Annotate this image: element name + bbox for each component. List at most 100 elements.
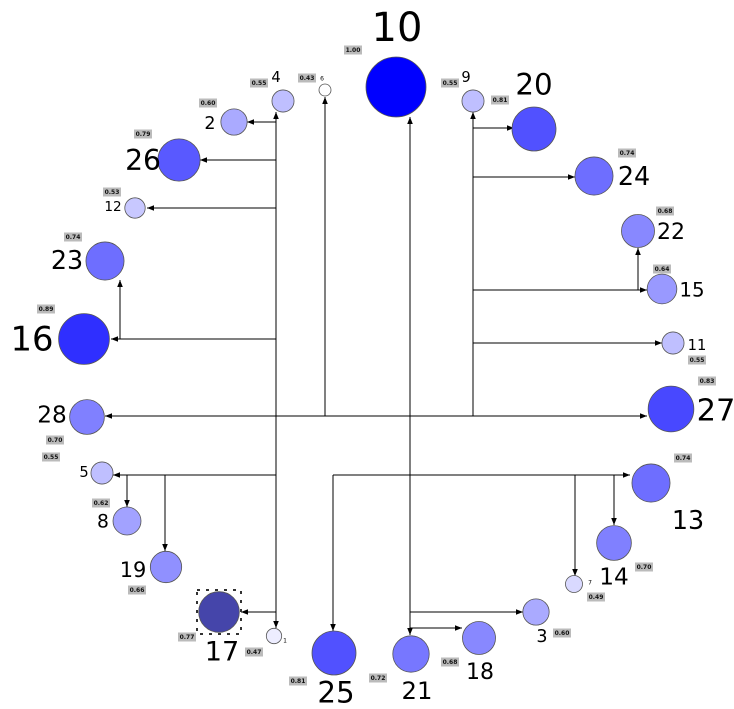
node[interactable] — [265, 627, 283, 645]
score-tag — [674, 453, 692, 463]
node-score: 0.68 — [658, 208, 673, 215]
selection-handles — [196, 589, 242, 635]
node[interactable] — [574, 156, 614, 196]
node-label: 28 — [37, 402, 67, 429]
node-label: 22 — [657, 220, 685, 245]
node[interactable] — [311, 630, 357, 676]
node-score: 0.81 — [291, 678, 306, 685]
score-tag — [250, 78, 268, 88]
node-label: 5 — [79, 464, 88, 481]
node[interactable] — [461, 89, 485, 113]
node-label: 9 — [461, 69, 470, 86]
edges — [105, 97, 662, 635]
node-label: 19 — [120, 558, 147, 582]
node[interactable] — [124, 197, 146, 219]
node[interactable] — [661, 331, 685, 355]
node-score: 0.68 — [443, 659, 458, 666]
node-score: 1.00 — [346, 47, 361, 54]
node[interactable] — [631, 463, 671, 503]
score-tag — [441, 657, 459, 667]
node[interactable] — [647, 385, 695, 433]
score-tag — [46, 435, 64, 445]
score-tag — [245, 647, 263, 657]
node-score: 0.60 — [201, 100, 216, 107]
node-label: 8 — [97, 512, 109, 533]
node-label: 1 — [283, 638, 287, 645]
score-tag — [635, 562, 653, 572]
node-label: 10 — [372, 5, 423, 51]
node[interactable] — [511, 106, 557, 152]
score-tag — [103, 187, 121, 197]
score-tag — [688, 355, 706, 365]
node-score: 0.55 — [252, 80, 267, 87]
score-tag — [37, 304, 55, 314]
node[interactable] — [621, 214, 655, 248]
node-score: 0.70 — [48, 437, 63, 444]
node-score: 0.49 — [589, 594, 604, 601]
node[interactable] — [522, 598, 550, 626]
node-score: 0.47 — [247, 649, 262, 656]
node[interactable] — [271, 89, 295, 113]
node-score: 0.43 — [300, 75, 315, 82]
node[interactable] — [85, 241, 125, 281]
score-tag — [553, 628, 571, 638]
node-label: 13 — [672, 505, 704, 535]
node-score: 0.64 — [655, 266, 670, 273]
node[interactable] — [198, 591, 240, 633]
node-label: 2 — [204, 114, 215, 134]
node-label: 24 — [618, 161, 650, 191]
node[interactable] — [149, 550, 183, 584]
node-score: 0.55 — [44, 454, 59, 461]
score-tag — [656, 206, 674, 216]
node-label: 11 — [688, 337, 707, 354]
score-tag — [178, 632, 196, 642]
score-tag — [199, 98, 217, 108]
score-tag — [128, 585, 146, 595]
node[interactable] — [69, 399, 105, 435]
score-tag — [369, 673, 387, 683]
node-score: 0.53 — [105, 189, 120, 196]
node[interactable] — [90, 461, 114, 485]
node-score: 0.72 — [371, 675, 386, 682]
score-tag — [491, 95, 509, 105]
score-tag — [64, 232, 82, 242]
node[interactable] — [462, 621, 496, 655]
node-score: 0.89 — [39, 306, 54, 313]
node[interactable] — [392, 635, 430, 673]
node-label: 20 — [515, 68, 552, 102]
score-tag — [698, 376, 716, 386]
node-label: 18 — [466, 660, 494, 685]
node-score: 0.74 — [620, 150, 635, 157]
node-label: 4 — [271, 69, 280, 86]
score-tag — [587, 592, 605, 602]
node[interactable] — [112, 506, 142, 536]
score-tag — [289, 676, 307, 686]
node-label: 23 — [51, 245, 83, 275]
node-score: 0.62 — [94, 500, 109, 507]
node-score: 0.77 — [180, 634, 195, 641]
node[interactable] — [365, 56, 427, 118]
node-label: 21 — [402, 676, 433, 705]
node[interactable] — [646, 273, 678, 305]
node-label: 26 — [125, 144, 161, 177]
node[interactable] — [58, 313, 110, 365]
node-score: 0.70 — [637, 564, 652, 571]
node-label: 16 — [10, 320, 53, 359]
node-score: 0.74 — [66, 234, 81, 241]
node-score: 0.74 — [676, 455, 691, 462]
node[interactable] — [565, 575, 583, 593]
score-tag — [134, 129, 152, 139]
node-score: 0.60 — [555, 630, 570, 637]
node[interactable] — [596, 525, 632, 561]
score-tag — [618, 148, 636, 158]
node-score: 0.55 — [690, 357, 705, 364]
node-score: 0.81 — [493, 97, 508, 104]
node-label: 14 — [599, 564, 629, 591]
score-tag — [344, 45, 362, 55]
score-tag — [653, 264, 671, 274]
node[interactable] — [318, 83, 332, 97]
node[interactable] — [220, 108, 248, 136]
node-score: 0.83 — [700, 378, 715, 385]
node[interactable] — [157, 138, 201, 182]
